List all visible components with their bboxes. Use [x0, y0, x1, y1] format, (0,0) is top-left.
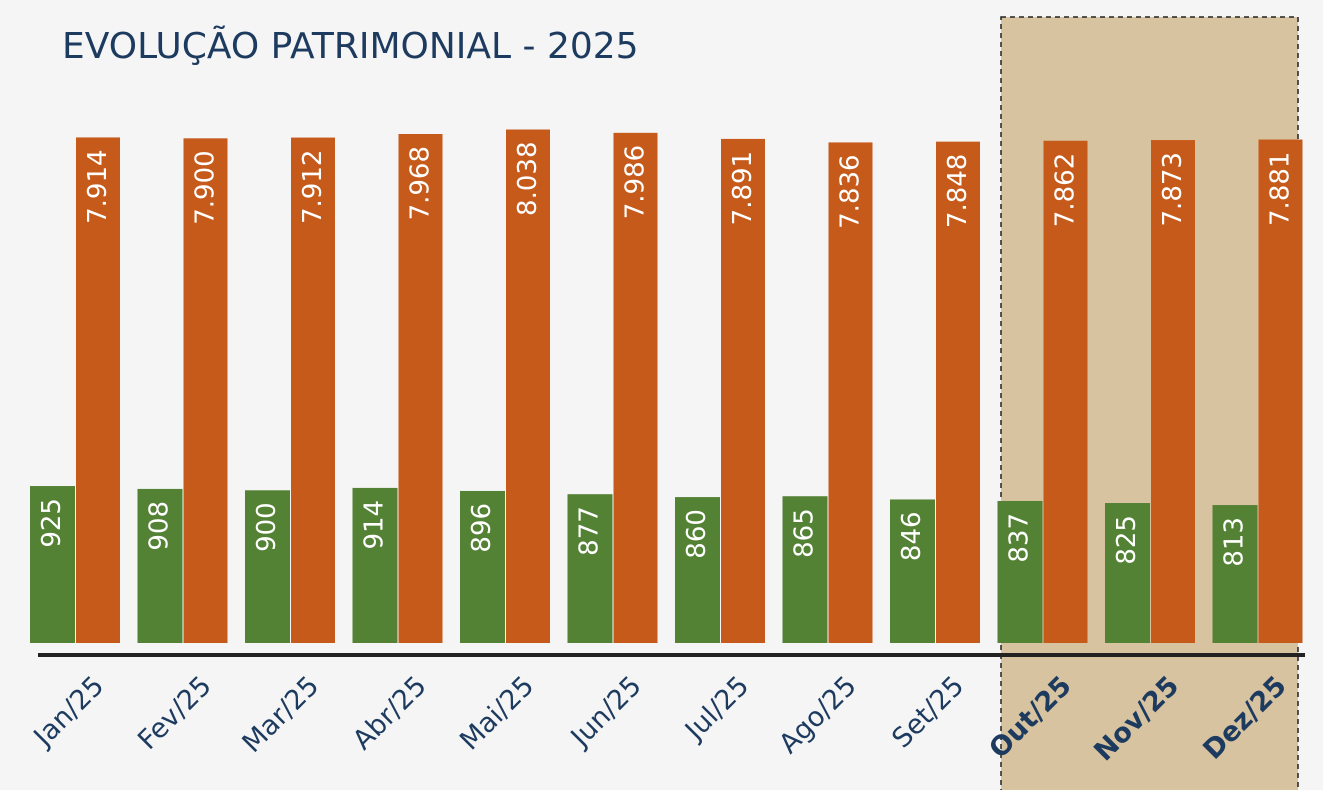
bar — [997, 500, 1043, 643]
value-label: 837 — [1005, 513, 1035, 563]
x-tick-label: Abr/25 — [347, 670, 433, 756]
bar — [1151, 140, 1195, 643]
value-label: 865 — [790, 508, 820, 558]
value-label: 813 — [1220, 517, 1250, 567]
value-label: 7.912 — [298, 150, 328, 224]
x-tick-label: Jun/25 — [564, 670, 648, 754]
bar — [936, 141, 980, 643]
bar — [398, 133, 443, 643]
x-tick-label: Mai/25 — [454, 670, 540, 756]
bar — [1043, 140, 1088, 643]
value-label: 877 — [575, 506, 605, 556]
value-label: 925 — [37, 498, 67, 548]
bar — [76, 137, 120, 643]
value-label: 7.891 — [728, 151, 758, 225]
x-tick-label: Ago/25 — [773, 670, 863, 760]
bar — [782, 496, 828, 643]
bar — [828, 142, 873, 643]
value-label: 8.038 — [513, 142, 543, 216]
bar — [1258, 139, 1303, 643]
bar — [506, 129, 550, 643]
value-label: 860 — [682, 509, 712, 559]
x-tick-label: Mar/25 — [237, 670, 326, 759]
bar — [1212, 505, 1258, 643]
x-tick-label: Set/25 — [886, 670, 970, 754]
bar — [460, 490, 505, 643]
bar — [183, 138, 228, 643]
x-tick-label: Fev/25 — [132, 670, 218, 756]
chart-title: EVOLUÇÃO PATRIMONIAL - 2025 — [62, 25, 639, 67]
value-label: 908 — [145, 501, 175, 551]
bar — [675, 497, 720, 643]
value-label: 846 — [897, 511, 927, 561]
bar — [721, 138, 765, 643]
value-label: 7.862 — [1051, 153, 1081, 227]
bar — [291, 137, 335, 644]
value-label: 900 — [252, 502, 282, 552]
x-tick-label: Jan/25 — [27, 670, 110, 753]
x-tick-label: Jul/25 — [678, 670, 755, 747]
value-label: 7.836 — [836, 154, 866, 228]
value-label: 7.900 — [191, 150, 221, 224]
value-label: 7.986 — [621, 145, 651, 219]
bar — [352, 487, 398, 643]
value-label: 914 — [360, 500, 390, 550]
bar — [137, 488, 183, 643]
value-label: 825 — [1112, 515, 1142, 565]
bar — [1105, 503, 1150, 643]
bar — [890, 499, 935, 643]
bar — [245, 490, 290, 643]
bar — [30, 486, 75, 643]
bar — [567, 494, 613, 643]
value-label: 7.914 — [83, 149, 113, 223]
value-label: 7.881 — [1266, 152, 1296, 226]
value-label: 7.968 — [406, 146, 436, 220]
value-label: 7.873 — [1158, 152, 1188, 226]
value-label: 896 — [467, 503, 497, 553]
bar — [613, 132, 658, 644]
value-label: 7.848 — [943, 154, 973, 228]
